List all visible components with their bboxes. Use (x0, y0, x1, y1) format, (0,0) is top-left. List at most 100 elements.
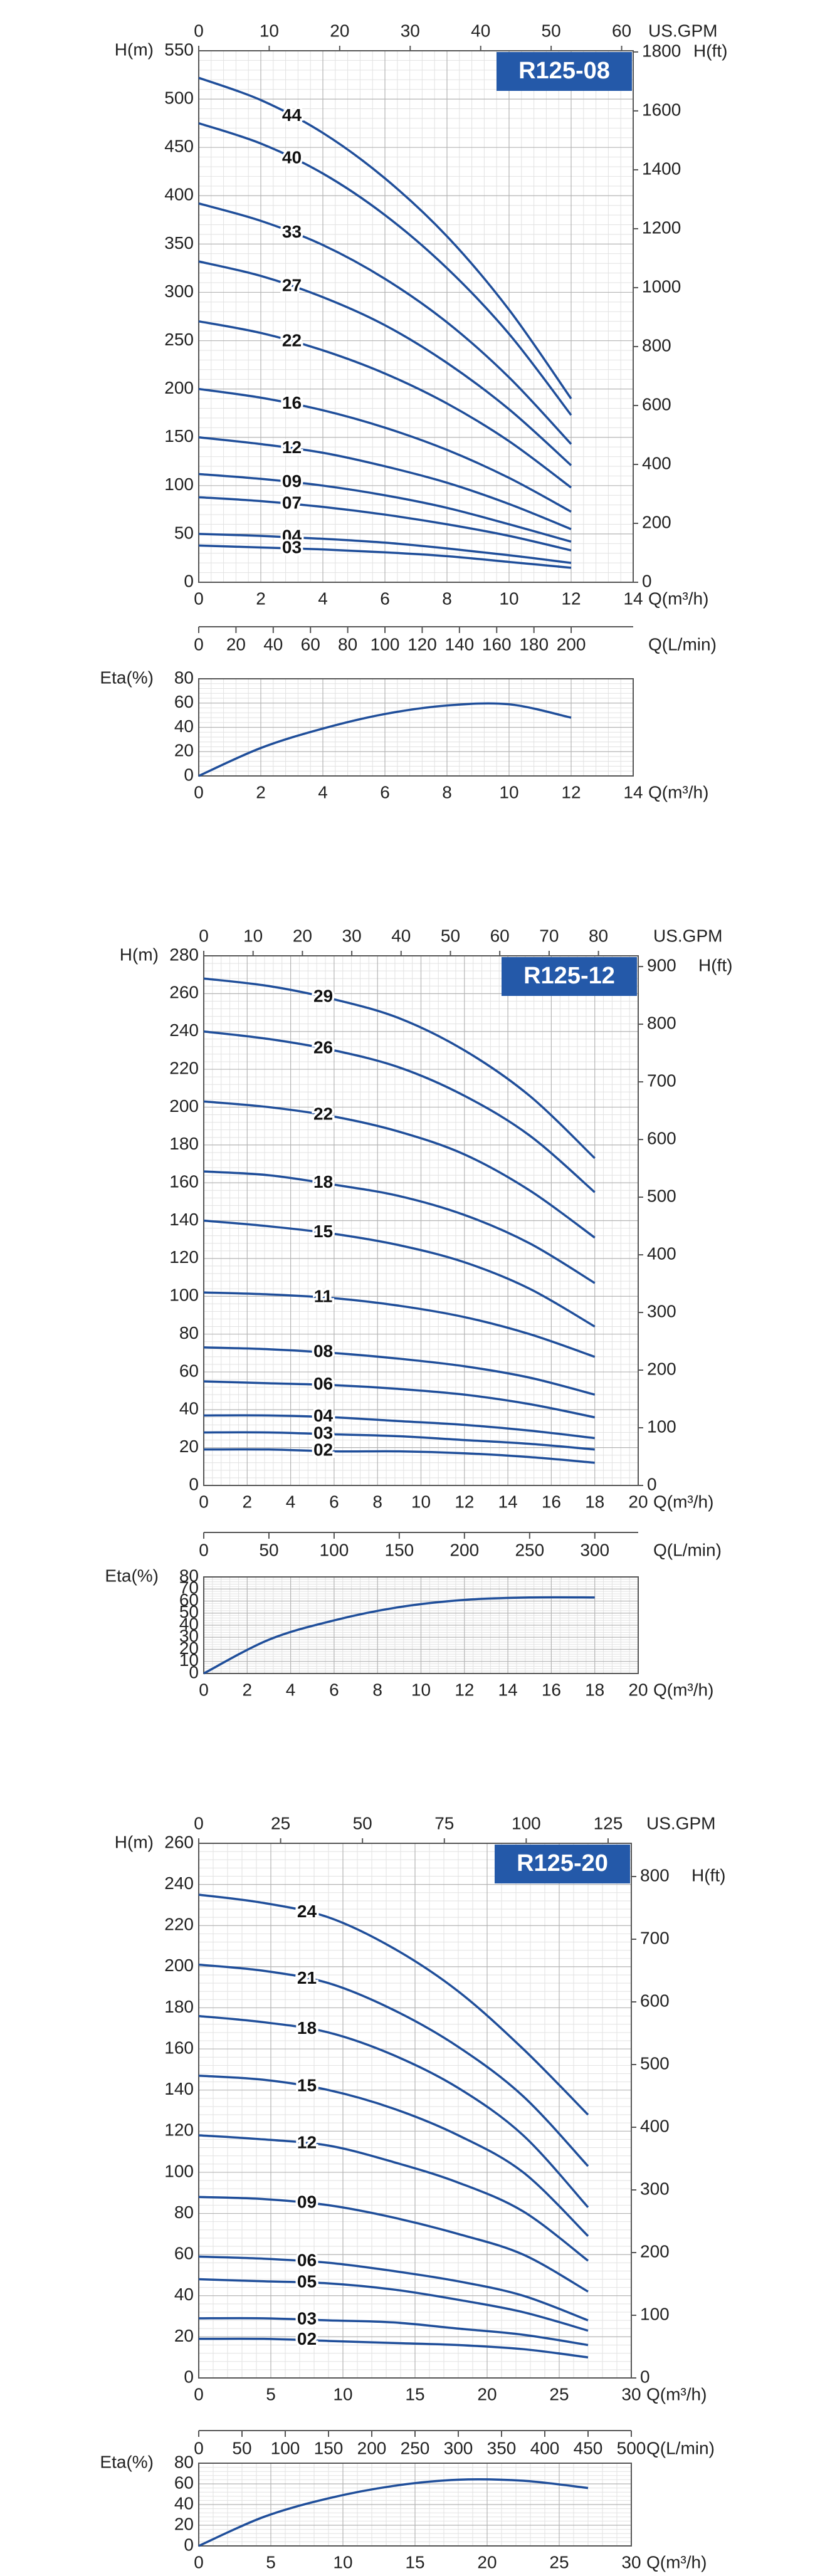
top-tick-label: 125 (594, 1813, 623, 1833)
flow-tick-label: 0 (199, 1540, 209, 1559)
flow-tick-label: 40 (263, 634, 283, 654)
top-tick-label: 10 (260, 21, 279, 40)
y-tick-label: 250 (164, 330, 194, 349)
right-tick-label: 1600 (642, 100, 681, 119)
pump-curve (198, 496, 572, 552)
y-axis-label: H(m) (115, 39, 154, 59)
y-tick-label: 150 (164, 426, 194, 446)
y-tick-label: 0 (184, 765, 194, 784)
x-axis-label: Q(m³/h) (646, 2552, 707, 2572)
right-tick-label: 1200 (642, 217, 681, 237)
curve-label: 40 (282, 147, 302, 167)
x-tick-label: 16 (542, 1680, 561, 1699)
top-tick-label: 0 (194, 1813, 204, 1833)
x-tick-label: 12 (561, 782, 581, 802)
y-tick-label: 40 (174, 716, 194, 736)
y-tick-label: 40 (174, 2493, 194, 2513)
flow-tick-label: 200 (450, 1540, 479, 1559)
y-tick-label: 180 (164, 1997, 194, 2016)
y-tick-label: 500 (164, 88, 194, 107)
y-tick-label: 160 (164, 2038, 194, 2057)
x-tick-label: 14 (623, 782, 643, 802)
pump-curve (203, 1291, 596, 1358)
y-axis-label: H(m) (120, 945, 159, 964)
flow-axis-label: Q(L/min) (648, 634, 717, 654)
x-tick-label: 14 (623, 589, 643, 608)
flow-tick-label: 100 (271, 2438, 300, 2458)
y-tick-label: 0 (184, 2535, 194, 2554)
x-tick-label: 4 (318, 589, 328, 608)
right-tick-label: 800 (642, 335, 671, 355)
curve-label: 21 (297, 1968, 317, 1987)
flow-tick-label: 200 (357, 2438, 387, 2458)
pump-curve (198, 2014, 589, 2208)
flow-tick-label: 180 (519, 634, 549, 654)
pump-curve (198, 387, 572, 513)
title-box (502, 957, 637, 996)
pump-curve (198, 2134, 589, 2262)
top-tick-label: 40 (391, 926, 411, 945)
right-tick-label: 200 (640, 2241, 670, 2261)
top-axis-label: US.GPM (648, 21, 717, 40)
right-tick-label: 100 (647, 1416, 676, 1436)
pump-curve (198, 436, 572, 530)
flow-tick-label: 100 (371, 634, 400, 654)
y-tick-label: 350 (164, 233, 194, 253)
right-tick-label: 600 (647, 1128, 676, 1148)
x-tick-label: 30 (621, 2552, 641, 2572)
x-tick-label: 4 (286, 1680, 296, 1699)
x-tick-label: 15 (405, 2552, 424, 2572)
y-tick-label: 0 (184, 571, 194, 590)
y-tick-label: 260 (164, 1832, 194, 1851)
x-axis-label: Q(m³/h) (653, 1492, 713, 1511)
pump-curve (198, 2196, 589, 2293)
x-tick-label: 30 (621, 2384, 641, 2404)
right-tick-label: 500 (647, 1186, 676, 1205)
pump-curve (203, 977, 596, 1160)
y-tick-label: 50 (174, 523, 194, 542)
pump-curve (198, 320, 572, 489)
flow-tick-label: 250 (515, 1540, 544, 1559)
x-tick-label: 8 (442, 782, 452, 802)
y-tick-label: 120 (164, 2120, 194, 2140)
curve-label: 05 (297, 2271, 317, 2291)
x-axis-label: Q(m³/h) (646, 2384, 707, 2404)
y-tick-label: 60 (174, 692, 194, 711)
flow-axis-label: Q(L/min) (646, 2438, 715, 2458)
curve-label: 02 (313, 1440, 333, 1460)
top-tick-label: 50 (353, 1813, 372, 1833)
curve-label: 03 (282, 537, 302, 557)
curve-label: 22 (313, 1104, 333, 1123)
y-tick-label: 220 (164, 1915, 194, 1934)
x-tick-label: 8 (372, 1680, 382, 1699)
right-tick-label: 600 (640, 1991, 670, 2010)
pump-curve (198, 1963, 589, 2167)
title-box (495, 1845, 630, 1883)
x-tick-label: 2 (256, 589, 266, 608)
flow-tick-label: 450 (574, 2438, 603, 2458)
y-tick-label: 20 (179, 1437, 199, 1456)
right-axis-label: H(ft) (693, 41, 727, 60)
y-tick-label: 40 (179, 1614, 199, 1633)
pump-curve (198, 2278, 589, 2332)
y-tick-label: 220 (169, 1058, 199, 1077)
x-tick-label: 12 (455, 1680, 474, 1699)
pump-curve (203, 1414, 595, 1440)
pump-curve (198, 702, 572, 777)
y-tick-label: 20 (179, 1638, 199, 1658)
curve-label: 12 (282, 437, 302, 457)
pump-curve (198, 2337, 589, 2359)
right-tick-label: 300 (640, 2179, 670, 2198)
top-tick-label: 0 (194, 21, 204, 40)
x-tick-label: 10 (333, 2552, 352, 2572)
x-tick-label: 12 (455, 1492, 474, 1511)
x-tick-label: 6 (380, 782, 390, 802)
right-tick-label: 1400 (642, 159, 681, 178)
right-tick-label: 400 (642, 453, 671, 473)
right-tick-label: 0 (642, 571, 652, 590)
y-tick-label: 240 (164, 1873, 194, 1893)
curve-label: 03 (313, 1423, 333, 1442)
y-tick-label: 60 (174, 2244, 194, 2263)
y-tick-label: 160 (169, 1172, 199, 1191)
